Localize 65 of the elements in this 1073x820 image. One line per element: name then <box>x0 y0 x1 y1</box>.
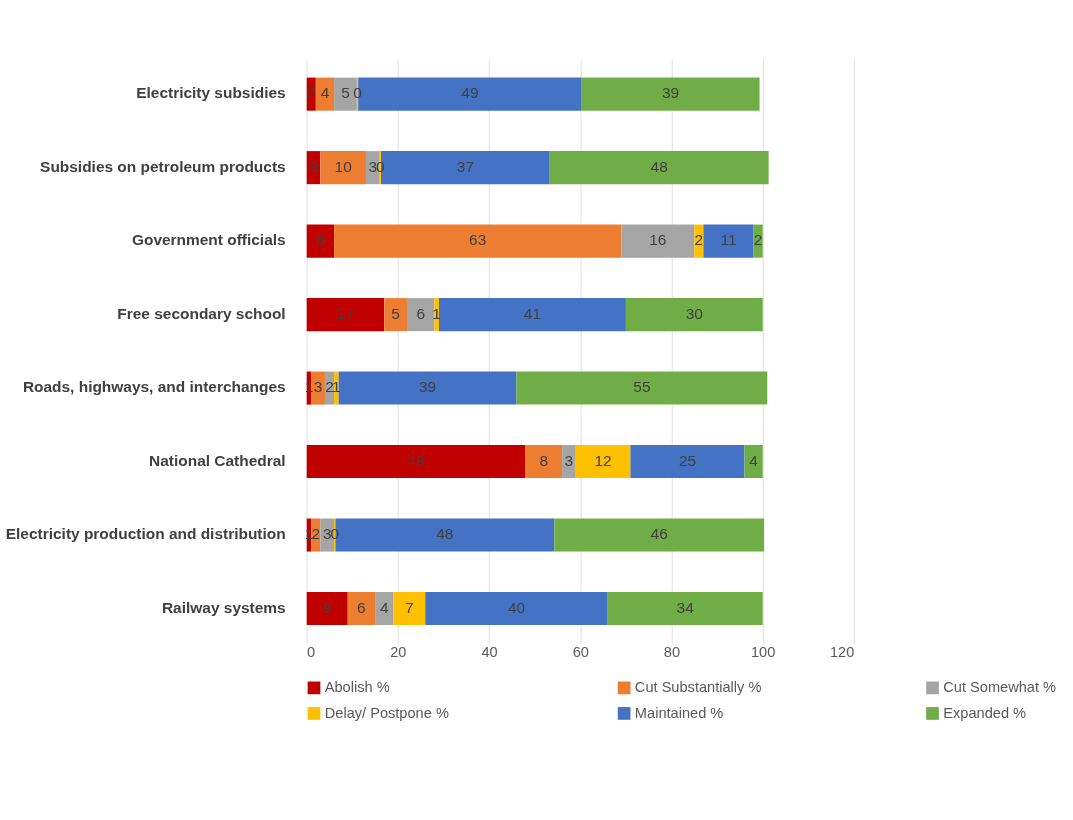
data-label: 16 <box>649 231 667 249</box>
data-label: 4 <box>749 451 759 469</box>
legend-label: Cut Somewhat % <box>943 679 1057 696</box>
data-label: 3 <box>564 451 574 469</box>
data-label: 4 <box>379 598 389 616</box>
data-label: 2 <box>325 378 334 396</box>
data-label: 6 <box>416 304 426 322</box>
data-label: 12 <box>594 451 612 469</box>
data-label: 2 <box>694 231 704 249</box>
data-label: 49 <box>461 84 479 102</box>
y-tick-label: Electricity subsidies <box>136 84 286 102</box>
data-label: 3 <box>313 378 323 396</box>
data-label: 3 <box>368 157 378 175</box>
data-label: 0 <box>353 84 362 102</box>
y-tick-label: Roads, highways, and interchanges <box>22 378 286 396</box>
data-label: 6 <box>316 231 325 249</box>
data-label: 48 <box>436 525 454 543</box>
x-tick-label: 20 <box>390 643 407 660</box>
y-tick-label: National Cathedral <box>149 451 286 469</box>
data-label: 3 <box>309 157 318 175</box>
data-label: 10 <box>334 157 352 175</box>
data-label: 8 <box>539 451 549 469</box>
data-label: 55 <box>633 378 651 396</box>
x-tick-label: 100 <box>750 643 776 660</box>
x-tick-label: 80 <box>663 643 681 660</box>
x-tick-label: 120 <box>830 643 855 660</box>
data-label: 30 <box>685 304 703 322</box>
data-label: 0 <box>376 157 385 175</box>
y-tick-label: Subsidies on petroleum products <box>40 157 286 175</box>
legend-label: Maintained % <box>634 704 724 721</box>
data-label: 0 <box>330 525 340 543</box>
data-label: 5 <box>341 84 350 102</box>
data-label: 2 <box>753 231 763 249</box>
data-label: 48 <box>407 451 425 469</box>
data-label: 41 <box>523 304 542 322</box>
data-label: 25 <box>678 451 697 469</box>
data-label: 34 <box>676 598 695 616</box>
x-tick-label: 40 <box>481 643 498 660</box>
legend-label: Delay/ Postpone % <box>324 704 449 721</box>
data-label: 46 <box>650 525 668 543</box>
y-tick-label: Government officials <box>131 231 286 249</box>
data-label: 9 <box>322 598 332 616</box>
data-label: 48 <box>650 157 668 175</box>
data-label: 3 <box>322 525 332 543</box>
data-label: 5 <box>391 304 400 322</box>
data-label: 63 <box>469 231 487 249</box>
x-tick-label: 60 <box>572 643 589 660</box>
y-tick-label: Free secondary school <box>117 304 286 322</box>
data-label: 2 <box>311 525 321 543</box>
y-tick-label: Electricity production and distribution <box>5 525 286 543</box>
data-label: 40 <box>507 598 526 616</box>
data-label: 2 <box>306 84 316 102</box>
data-label: 37 <box>456 157 474 175</box>
legend-label: Abolish % <box>324 679 390 696</box>
legend-label: Cut Substantially % <box>634 679 762 696</box>
data-label: 4 <box>320 84 330 102</box>
x-tick-label: 0 <box>307 643 316 660</box>
data-label: 11 <box>720 231 737 249</box>
y-tick-label: Railway systems <box>161 598 286 616</box>
data-label: 39 <box>418 378 437 396</box>
data-label: 17 <box>336 304 355 322</box>
data-label: 6 <box>357 598 366 616</box>
data-label: 39 <box>662 84 680 102</box>
data-label: 7 <box>405 598 414 616</box>
legend-label: Expanded % <box>943 704 1027 721</box>
